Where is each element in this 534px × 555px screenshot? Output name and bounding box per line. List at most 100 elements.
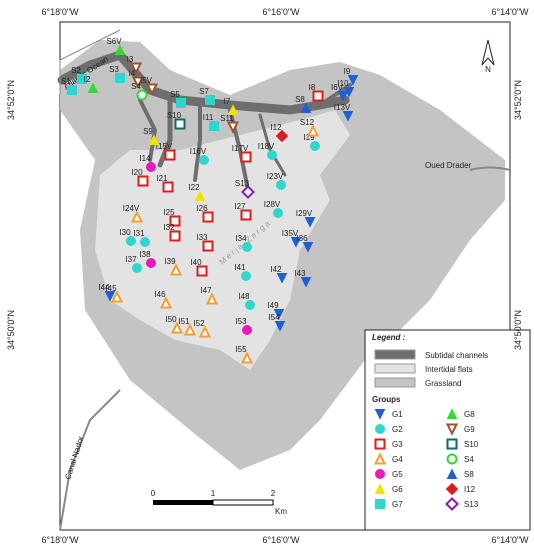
station-marker bbox=[240, 351, 254, 364]
station-label: S1 bbox=[61, 77, 71, 86]
station-marker bbox=[209, 121, 219, 131]
station-marker bbox=[290, 237, 302, 248]
legend-label: Grassland bbox=[425, 379, 461, 388]
legend-marker bbox=[375, 499, 385, 509]
station-marker bbox=[273, 309, 285, 320]
coord-label: 6°18'0"W bbox=[41, 7, 79, 17]
station-label: I10 bbox=[337, 79, 349, 88]
station-label: I53 bbox=[235, 317, 247, 326]
legend-marker bbox=[446, 468, 458, 479]
station-label: I11 bbox=[203, 113, 214, 122]
station-label: I45 bbox=[105, 284, 117, 293]
station-label: I5V bbox=[140, 76, 153, 85]
coord-label: 6°18'0"W bbox=[41, 535, 79, 545]
station-label: I44 bbox=[98, 283, 110, 292]
station-marker bbox=[104, 291, 116, 302]
station-label: I38 bbox=[139, 250, 151, 259]
station-label: I43 bbox=[294, 269, 306, 278]
station-label: I18V bbox=[258, 142, 275, 151]
station-marker bbox=[164, 149, 176, 161]
station-label: I9 bbox=[344, 67, 351, 76]
station-label: I19 bbox=[303, 133, 315, 142]
station-label: I16V bbox=[190, 147, 207, 156]
legend-label: G7 bbox=[392, 500, 403, 509]
legend-label: S4 bbox=[464, 455, 474, 464]
station-marker bbox=[132, 263, 142, 273]
coord-label: 6°14'0"W bbox=[491, 535, 529, 545]
station-label: I22 bbox=[188, 183, 200, 192]
station-marker bbox=[342, 111, 354, 122]
scale-unit: Km bbox=[275, 507, 287, 516]
north-label: N bbox=[485, 65, 491, 74]
station-marker bbox=[312, 90, 324, 102]
station-marker bbox=[227, 104, 239, 115]
coast bbox=[59, 29, 121, 95]
station-label: I3 bbox=[127, 55, 134, 64]
station-label: S10 bbox=[167, 111, 182, 120]
place-label: Oued Drader bbox=[425, 161, 472, 170]
river bbox=[469, 166, 511, 171]
station-marker bbox=[169, 215, 181, 227]
legend-swatch bbox=[374, 349, 416, 360]
legend-marker bbox=[374, 409, 386, 420]
station-marker bbox=[174, 118, 186, 130]
station-label: I42 bbox=[270, 265, 282, 274]
station-label: S13 bbox=[235, 179, 250, 188]
station-label: I34 bbox=[235, 234, 247, 243]
coord-label: 34°52'0"N bbox=[513, 80, 523, 120]
legend-label: G4 bbox=[392, 455, 403, 464]
station-label: I29V bbox=[296, 209, 313, 218]
station-marker bbox=[306, 124, 320, 137]
legend-label: I12 bbox=[464, 485, 476, 494]
legend-marker bbox=[445, 482, 459, 496]
station-label: I35V bbox=[282, 229, 299, 238]
coord-label: 34°50'0"N bbox=[513, 310, 523, 350]
station-label: S8 bbox=[295, 95, 305, 104]
station-label: S7 bbox=[199, 87, 209, 96]
station-marker bbox=[148, 134, 160, 145]
station-label: I36 bbox=[296, 234, 308, 243]
legend-label: G6 bbox=[392, 485, 403, 494]
station-marker bbox=[310, 141, 320, 151]
coord-label: 6°14'0"W bbox=[491, 7, 529, 17]
station-marker bbox=[77, 74, 87, 84]
station-label: I23V bbox=[267, 172, 284, 181]
station-label: I37 bbox=[125, 255, 137, 264]
north-arrow bbox=[481, 39, 495, 66]
coord-label: 6°16'0"W bbox=[262, 7, 300, 17]
station-label: I51 bbox=[178, 317, 190, 326]
legend-marker bbox=[374, 483, 386, 494]
station-label: I26 bbox=[196, 204, 208, 213]
station-marker bbox=[273, 208, 283, 218]
station-marker bbox=[300, 102, 312, 113]
station-label: I33 bbox=[196, 233, 208, 242]
station-label: I13V bbox=[334, 103, 351, 112]
station-marker bbox=[67, 85, 77, 95]
station-label: I24V bbox=[123, 204, 140, 213]
station-marker bbox=[146, 258, 156, 268]
legend-marker bbox=[446, 453, 458, 465]
station-label: I7 bbox=[224, 97, 231, 106]
station-label: S2 bbox=[71, 66, 81, 75]
station-marker bbox=[205, 95, 215, 105]
station-label: I55 bbox=[235, 345, 247, 354]
station-label: I41 bbox=[234, 263, 246, 272]
station-marker bbox=[169, 230, 181, 242]
station-label: S3 bbox=[109, 65, 119, 74]
station-label: I52 bbox=[193, 319, 205, 328]
legend-marker bbox=[375, 469, 385, 479]
station-marker bbox=[276, 180, 286, 190]
station-label: I25 bbox=[163, 208, 175, 217]
legend-marker bbox=[375, 424, 385, 434]
legend-marker bbox=[373, 452, 387, 465]
station-marker bbox=[205, 292, 219, 305]
legend-marker bbox=[446, 438, 458, 450]
legend-label: G5 bbox=[392, 470, 403, 479]
station-label: I31 bbox=[133, 229, 145, 238]
station-marker bbox=[146, 162, 156, 172]
station-label: S11 bbox=[220, 114, 234, 123]
legend-label: G1 bbox=[392, 410, 403, 419]
legend-label: S10 bbox=[464, 440, 479, 449]
station-marker bbox=[129, 62, 143, 75]
